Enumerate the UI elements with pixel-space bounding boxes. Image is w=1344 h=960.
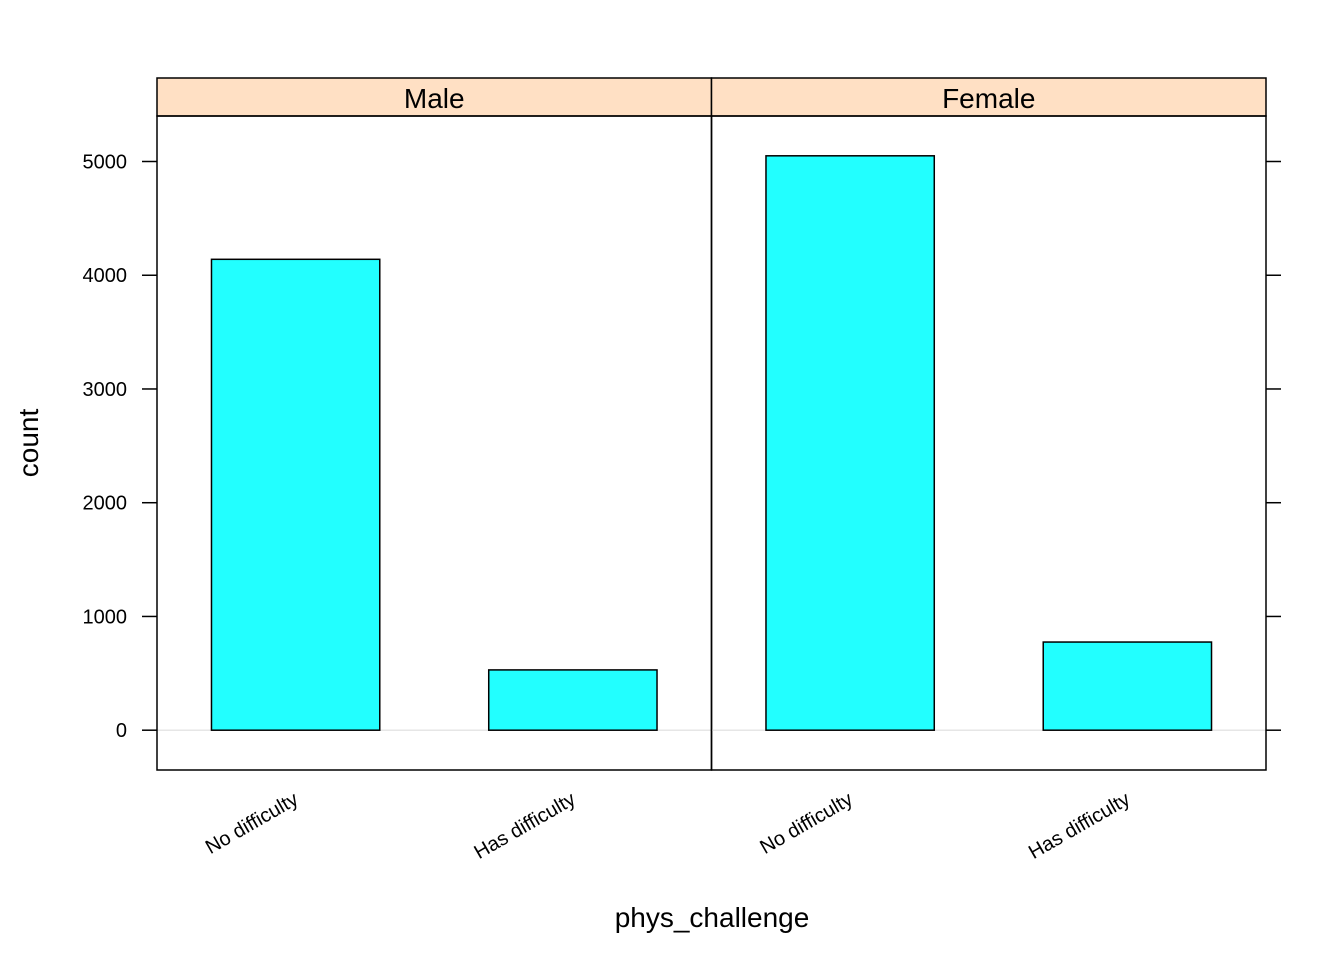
- x-axis-title: phys_challenge: [615, 902, 810, 933]
- bar-male-no-difficulty: [210, 258, 381, 731]
- panel-female: No difficulty Has difficulty Female: [710, 77, 1267, 864]
- bar-male-has-difficulty: [487, 669, 658, 731]
- strip-female: [710, 77, 1267, 117]
- x-tick-label: No difficulty: [756, 788, 856, 859]
- y-tick-label: 0: [116, 720, 127, 742]
- x-tick-label: Has difficulty: [1025, 788, 1134, 864]
- strip-label-female: Female: [942, 83, 1035, 114]
- x-tick-label: Has difficulty: [471, 788, 580, 864]
- y-axis-title: count: [13, 409, 44, 478]
- strip-label-male: Male: [404, 83, 465, 114]
- y-tick-label: 2000: [83, 493, 128, 515]
- y-tick-label: 5000: [83, 151, 128, 173]
- y-tick-label: 1000: [83, 606, 128, 628]
- x-tick-label: No difficulty: [202, 788, 302, 859]
- panel-male: No difficulty Has difficulty Male: [156, 77, 713, 864]
- y-tick-label: 4000: [83, 265, 128, 287]
- panel-border: [710, 115, 1267, 771]
- y-tick-label: 3000: [83, 379, 128, 401]
- y-axis: 0 1000 2000 3000 4000 5000: [83, 151, 1281, 742]
- bar-female-has-difficulty: [1042, 641, 1213, 731]
- bar-female-no-difficulty: [765, 155, 936, 731]
